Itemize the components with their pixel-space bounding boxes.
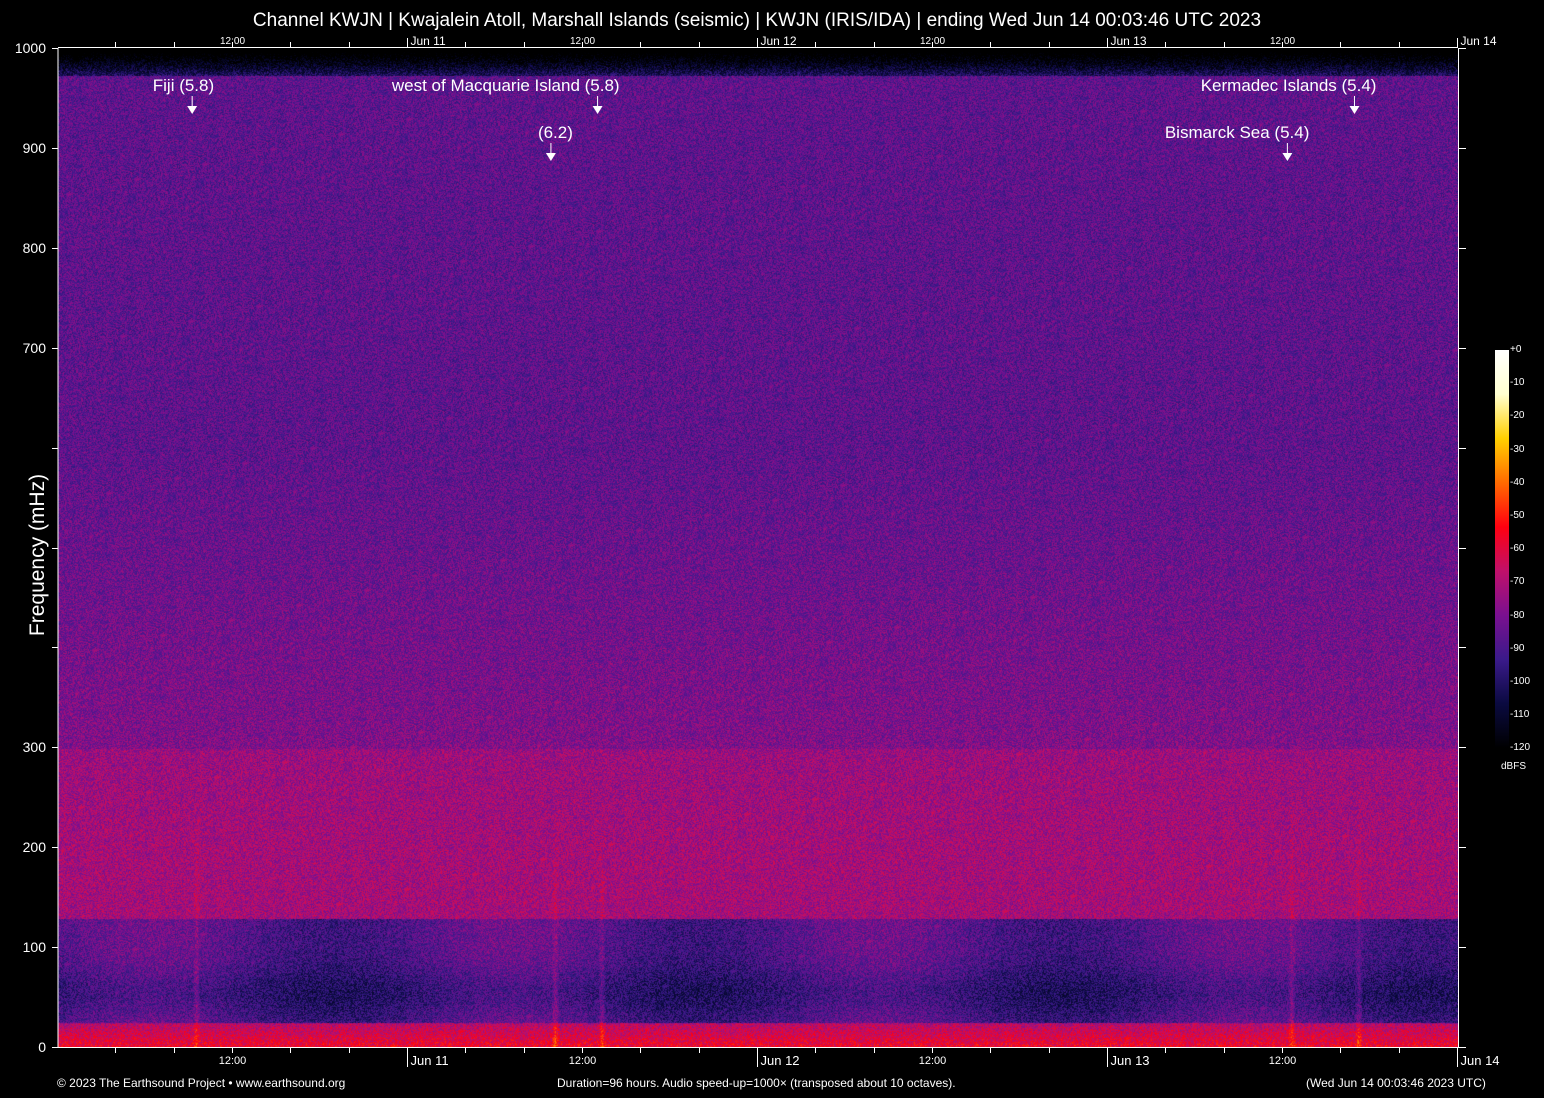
x-time-label-top: 12:00 — [219, 36, 246, 47]
spectrogram-heatmap — [58, 48, 1458, 1048]
colorbar-tick-label: -40 — [1510, 476, 1525, 488]
x-time-label-top: 12:00 — [569, 36, 596, 47]
colorbar — [1495, 350, 1509, 748]
footer-end-time: (Wed Jun 14 00:03:46 2023 UTC) — [1306, 1076, 1486, 1090]
event-arrow-icon — [1282, 153, 1293, 161]
y-tick-label: 1000 — [14, 39, 46, 56]
y-tick-label: 300 — [22, 738, 46, 755]
colorbar-tick-label: -110 — [1510, 709, 1530, 721]
x-time-label: 12:00 — [1268, 1055, 1297, 1067]
colorbar-tick-label: -10 — [1510, 377, 1525, 389]
colorbar-tick-label: -60 — [1510, 543, 1525, 555]
x-time-label: 12:00 — [918, 1055, 947, 1067]
x-time-label: 12:00 — [218, 1055, 247, 1067]
y-tick-label: 800 — [22, 239, 46, 256]
event-arrow-icon — [1349, 106, 1360, 114]
y-tick-label: 700 — [22, 339, 46, 356]
x-day-label-top: Jun 14 — [1460, 34, 1497, 48]
event-label: Bismarck Sea (5.4) — [1164, 123, 1310, 142]
colorbar-tick-label: -70 — [1510, 576, 1525, 588]
colorbar-label: dBFS — [1501, 761, 1527, 772]
event-arrow-icon — [545, 153, 556, 161]
y-axis-label: Frequency (mHz) — [26, 473, 49, 637]
colorbar-tick-label: -90 — [1510, 642, 1525, 654]
colorbar-tick-label: -30 — [1510, 443, 1525, 455]
x-day-label: Jun 11 — [410, 1053, 449, 1068]
x-day-label: Jun 12 — [760, 1053, 800, 1068]
x-day-label: Jun 14 — [1460, 1053, 1500, 1068]
x-day-label-top: Jun 12 — [760, 34, 797, 48]
colorbar-tick-label: +0 — [1510, 344, 1522, 355]
colorbar-tick-label: -50 — [1510, 510, 1525, 521]
colorbar-tick-label: -100 — [1510, 676, 1531, 687]
chart-title: Channel KWJN | Kwajalein Atoll, Marshall… — [252, 10, 1262, 31]
x-time-label-top: 12:00 — [1269, 36, 1296, 47]
event-label: west of Macquarie Island (5.8) — [391, 76, 620, 95]
event-label: Kermadec Islands (5.4) — [1200, 76, 1377, 95]
x-day-label: Jun 13 — [1110, 1053, 1150, 1068]
colorbar-tick-label: -120 — [1510, 742, 1531, 754]
x-time-label-top: 12:00 — [919, 36, 946, 47]
y-tick-label: 0 — [38, 1038, 46, 1055]
event-label: (6.2) — [537, 123, 573, 142]
x-day-label-top: Jun 11 — [410, 34, 446, 48]
y-tick-label: 200 — [22, 838, 46, 855]
x-day-label-top: Jun 13 — [1110, 34, 1147, 48]
event-label: Fiji (5.8) — [152, 76, 215, 95]
event-arrow-icon — [592, 106, 603, 114]
footer-copyright: © 2023 The Earthsound Project • www.eart… — [57, 1076, 346, 1090]
y-tick-label: 100 — [22, 938, 46, 955]
event-arrow-icon — [187, 106, 198, 114]
x-time-label: 12:00 — [568, 1055, 597, 1067]
colorbar-tick-label: -20 — [1510, 410, 1525, 422]
footer-duration: Duration=96 hours. Audio speed-up=1000× … — [557, 1076, 956, 1090]
colorbar-tick-label: -80 — [1510, 609, 1525, 621]
y-tick-label: 900 — [22, 139, 46, 156]
